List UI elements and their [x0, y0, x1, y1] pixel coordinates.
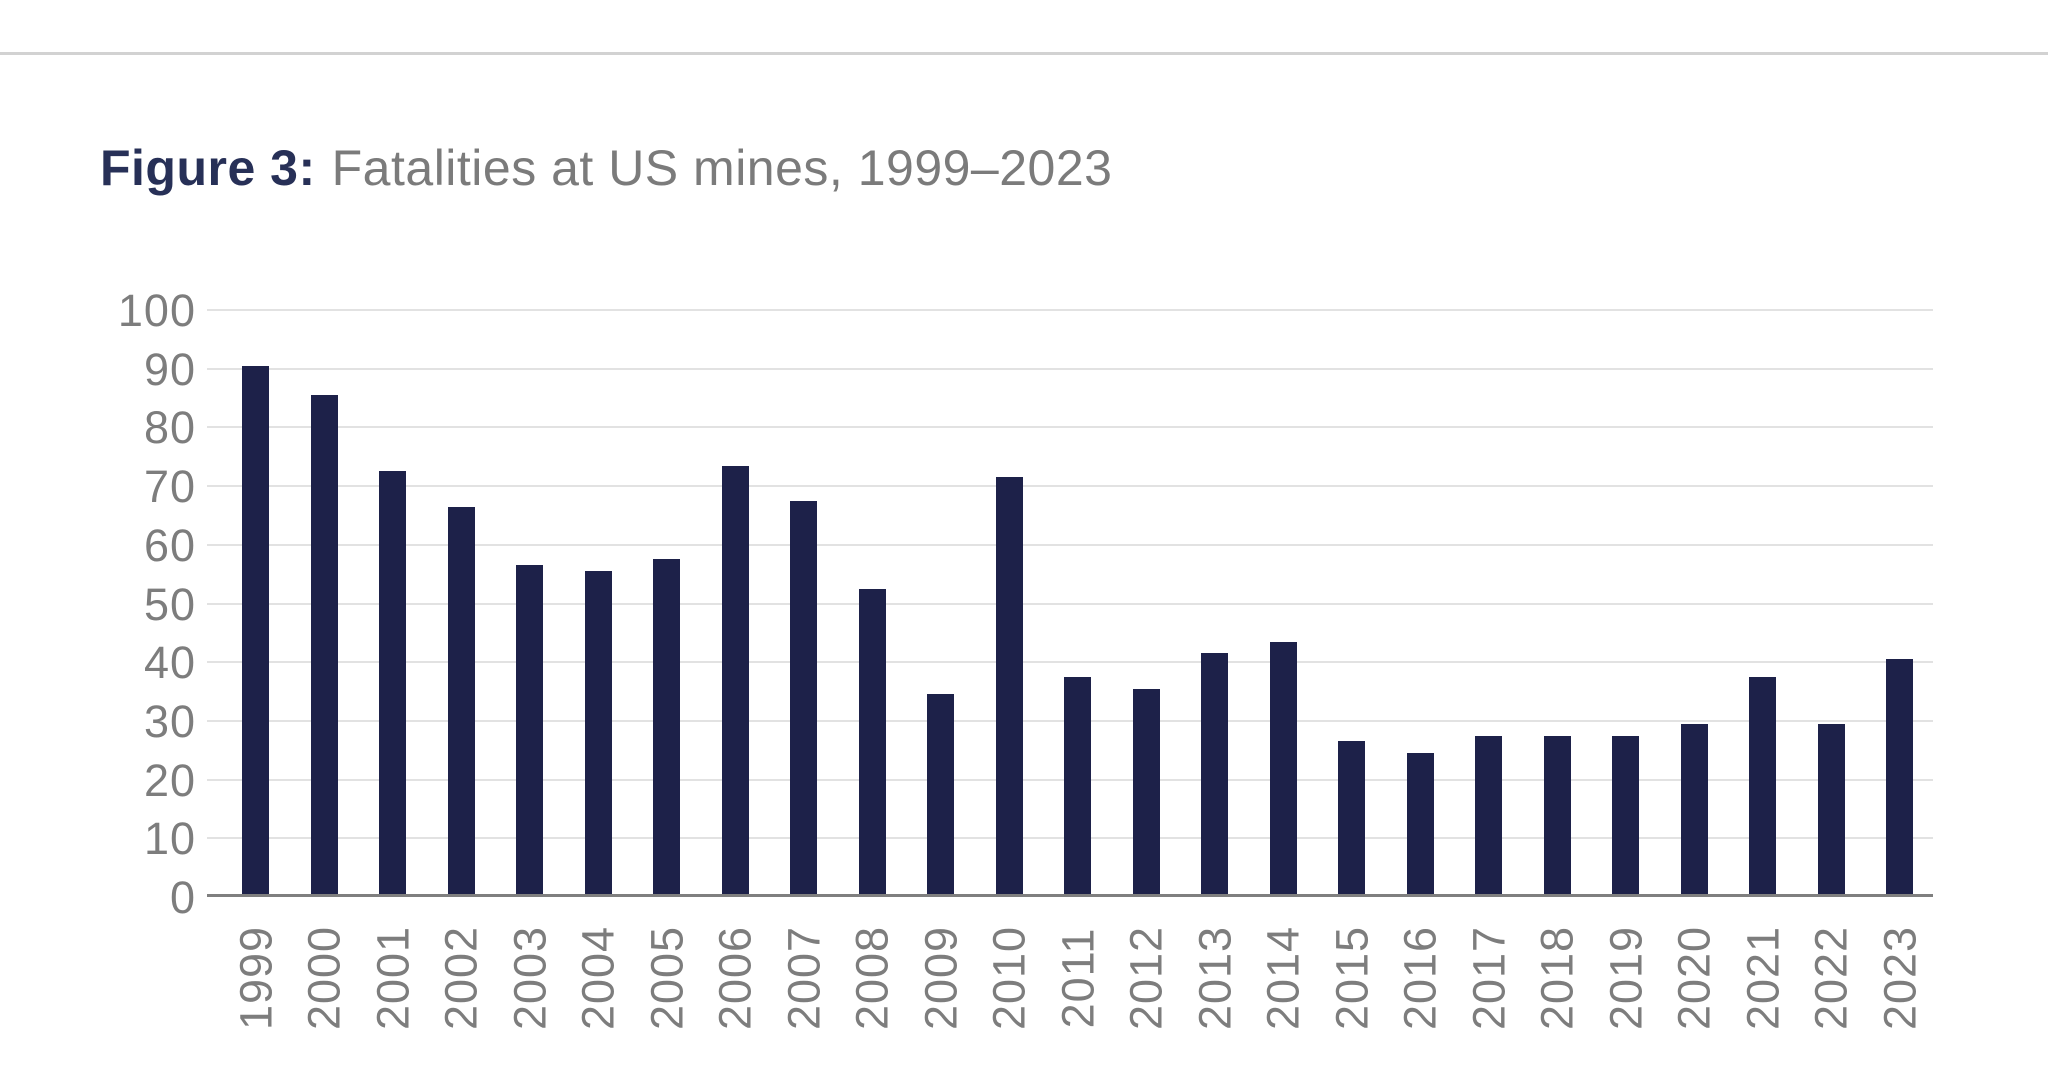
- x-tick-label-2006: 2006: [709, 925, 761, 1031]
- bar-2008: [858, 588, 886, 894]
- bar-2020: [1680, 723, 1708, 894]
- figure-title-text: Fatalities at US mines, 1999–2023: [331, 140, 1113, 196]
- y-tick-label-90: 90: [143, 343, 196, 395]
- gridline-70: [207, 485, 1933, 488]
- bar-2002: [447, 506, 475, 894]
- x-tick-label-2015: 2015: [1326, 925, 1378, 1031]
- x-tick-label-2004: 2004: [572, 925, 624, 1031]
- bar-2005: [653, 559, 681, 894]
- y-tick-label-60: 60: [143, 519, 196, 571]
- x-tick-label-2005: 2005: [641, 925, 693, 1031]
- x-tick-label-2013: 2013: [1189, 925, 1241, 1031]
- y-tick-label-20: 20: [143, 754, 196, 806]
- bar-2014: [1269, 641, 1297, 894]
- bar-2010: [995, 477, 1023, 894]
- x-tick-label-2009: 2009: [915, 925, 967, 1031]
- x-tick-label-2003: 2003: [504, 925, 556, 1031]
- figure-title-label: Figure 3:: [100, 140, 316, 196]
- x-tick-label-2017: 2017: [1463, 925, 1515, 1031]
- y-tick-label-10: 10: [143, 813, 196, 865]
- gridline-60: [207, 543, 1933, 546]
- bar-2000: [310, 395, 338, 894]
- bar-2023: [1886, 659, 1914, 894]
- bar-1999: [242, 365, 270, 894]
- bar-2003: [516, 565, 544, 894]
- x-tick-label-2023: 2023: [1874, 925, 1926, 1031]
- x-tick-label-2020: 2020: [1668, 925, 1720, 1031]
- x-tick-label-1999: 1999: [230, 925, 282, 1031]
- x-tick-label-2000: 2000: [298, 925, 350, 1031]
- gridline-40: [207, 661, 1933, 664]
- y-tick-label-30: 30: [143, 695, 196, 747]
- x-tick-label-2011: 2011: [1052, 927, 1104, 1029]
- bar-2004: [584, 571, 612, 894]
- x-tick-label-2021: 2021: [1737, 925, 1789, 1031]
- y-tick-label-80: 80: [143, 402, 196, 454]
- gridline-80: [207, 426, 1933, 429]
- x-tick-label-2014: 2014: [1257, 925, 1309, 1031]
- gridline-50: [207, 602, 1933, 605]
- x-tick-label-2008: 2008: [846, 925, 898, 1031]
- bar-2018: [1543, 735, 1571, 894]
- y-tick-label-50: 50: [143, 578, 196, 630]
- bar-2012: [1132, 688, 1160, 894]
- x-tick-label-2007: 2007: [778, 925, 830, 1031]
- y-tick-label-70: 70: [143, 461, 196, 513]
- figure-title: Figure 3: Fatalities at US mines, 1999–20…: [100, 138, 1112, 198]
- bar-2009: [927, 694, 955, 894]
- bar-2007: [790, 500, 818, 894]
- page-top-divider: [0, 52, 2048, 55]
- x-tick-label-2002: 2002: [435, 925, 487, 1031]
- x-tick-label-2012: 2012: [1120, 925, 1172, 1031]
- x-tick-label-2018: 2018: [1531, 925, 1583, 1031]
- bar-2019: [1612, 735, 1640, 894]
- x-tick-label-2019: 2019: [1600, 925, 1652, 1031]
- plot-area: [207, 309, 1933, 897]
- bar-2001: [379, 471, 407, 894]
- bar-2011: [1064, 676, 1092, 894]
- bar-2021: [1749, 676, 1777, 894]
- x-tick-label-2010: 2010: [983, 925, 1035, 1031]
- y-tick-label-100: 100: [117, 285, 196, 336]
- x-tick-label-2016: 2016: [1394, 925, 1446, 1031]
- bar-2016: [1406, 753, 1434, 894]
- bar-2013: [1201, 653, 1229, 894]
- y-tick-label-0: 0: [169, 872, 196, 923]
- bar-2006: [721, 465, 749, 894]
- bar-2015: [1338, 741, 1366, 894]
- x-tick-label-2001: 2001: [367, 925, 419, 1031]
- bar-2017: [1475, 735, 1503, 894]
- y-tick-label-40: 40: [143, 637, 196, 689]
- gridline-100: [207, 309, 1933, 311]
- gridline-90: [207, 367, 1933, 370]
- bar-2022: [1817, 723, 1845, 894]
- x-tick-label-2022: 2022: [1805, 925, 1857, 1031]
